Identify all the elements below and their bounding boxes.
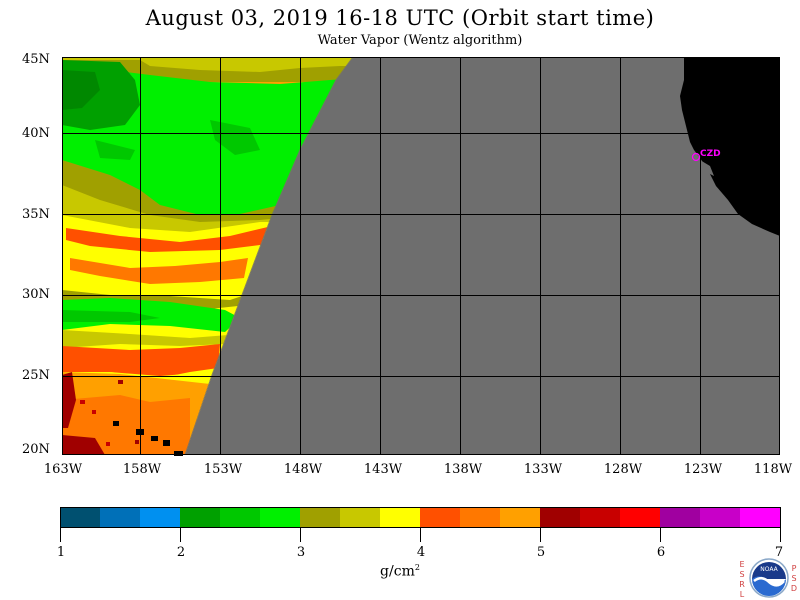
logo-left-letters: E S R L [738,560,746,600]
colorbar-tick-2: 2 [176,545,186,560]
colorbar-cell [580,507,621,527]
logo-letter: R [739,580,745,589]
colorbar-cell [540,507,581,527]
lon-label-158w: 158W [122,462,162,477]
colorbar-tick-5: 5 [536,545,546,560]
colorbar-units: g/cm2 [370,563,430,580]
colorbar-cell [140,507,181,527]
colorbar-tick-1: 1 [56,545,66,560]
colorbar-tick-7: 7 [774,545,784,560]
station-marker-icon [691,152,701,162]
chart-subtitle: Water Vapor (Wentz algorithm) [317,33,523,48]
logo-letter: S [739,570,745,579]
colorbar-cell [100,507,141,527]
colorbar-tick-4: 4 [416,545,426,560]
logo-letter: L [739,590,745,599]
map-grid [62,57,780,455]
lon-label-148w: 148W [283,462,323,477]
colorbar-cell [660,507,701,527]
logo-letter: S [791,574,797,583]
colorbar-cell [420,507,461,527]
colorbar-cell [460,507,501,527]
lon-label-143w: 143W [363,462,403,477]
lon-label-138w: 138W [443,462,483,477]
colorbar-cell [260,507,301,527]
sf-bay [700,160,714,176]
colorbar-tick-6: 6 [656,545,666,560]
colorbar-ticks [60,527,781,542]
map-frame [62,57,780,455]
lat-label-25n: 25N [22,368,50,383]
logo-right-letters: P S D [790,564,798,594]
colorbar-cell [60,507,101,527]
lat-label-20n: 20N [22,442,50,457]
colorbar-cell [220,507,261,527]
colorbar-cell [300,507,341,527]
noaa-logo-icon: NOAA [749,558,789,598]
lon-label-163w: 163W [43,462,83,477]
logo-letter: P [791,564,797,573]
colorbar-cell [620,507,661,527]
colorbar-tick-3: 3 [296,545,306,560]
lat-label-45n: 45N [22,52,50,67]
chart-title: August 03, 2019 16-18 UTC (Orbit start t… [145,6,655,30]
units-text: g/cm [380,563,415,580]
logo-letter: E [739,560,745,569]
lon-label-133w: 133W [523,462,563,477]
lon-label-118w: 118W [753,462,793,477]
lat-label-35n: 35N [22,207,50,222]
colorbar-cell [740,507,781,527]
colorbar-cell [380,507,421,527]
lat-label-30n: 30N [22,287,50,302]
units-superscript: 2 [414,563,420,572]
lon-label-153w: 153W [203,462,243,477]
lon-label-123w: 123W [683,462,723,477]
colorbar-cell [340,507,381,527]
colorbar-cell [700,507,741,527]
station-label: CZD [700,149,721,159]
logo-letter: D [790,584,798,593]
colorbar-cell [180,507,221,527]
lat-label-40n: 40N [22,126,50,141]
land-california [680,57,780,236]
logo-text: NOAA [760,566,778,573]
lon-label-128w: 128W [603,462,643,477]
colorbar-cell [500,507,541,527]
